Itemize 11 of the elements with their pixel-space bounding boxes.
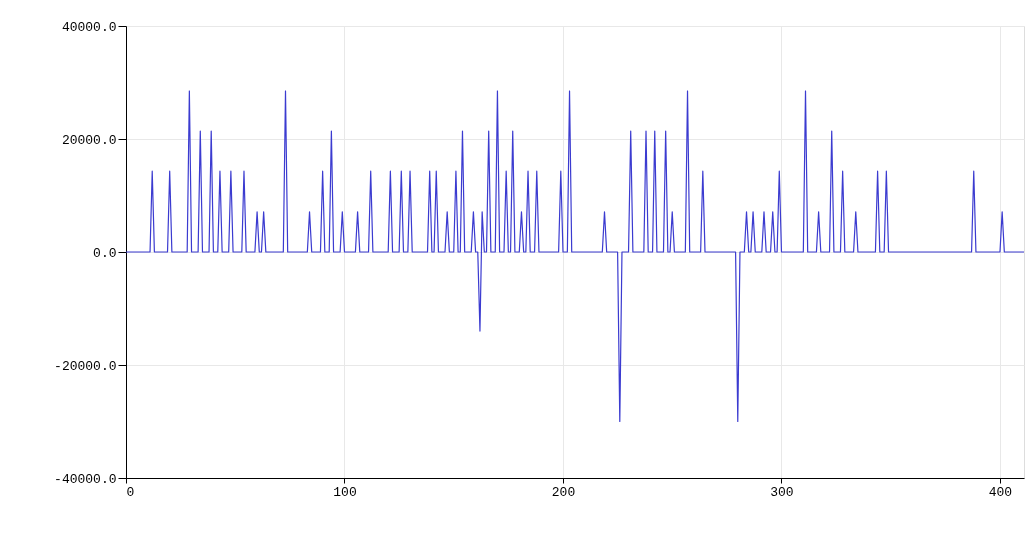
x-tick-label: 200 <box>551 484 576 500</box>
x-tick-label: 300 <box>770 484 794 500</box>
y-tick-label: 0.0 <box>93 245 117 261</box>
y-tick-label: -20000.0 <box>54 358 117 374</box>
y-tick-label: -40000.0 <box>54 471 117 487</box>
x-tick-label: 100 <box>333 484 357 500</box>
x-tick-label: 0 <box>126 484 135 500</box>
y-tick-label: 20000.0 <box>61 132 117 148</box>
x-tick-label: 400 <box>988 484 1013 500</box>
line-series <box>125 90 1025 423</box>
y-tick-label: 40000.0 <box>61 19 117 35</box>
